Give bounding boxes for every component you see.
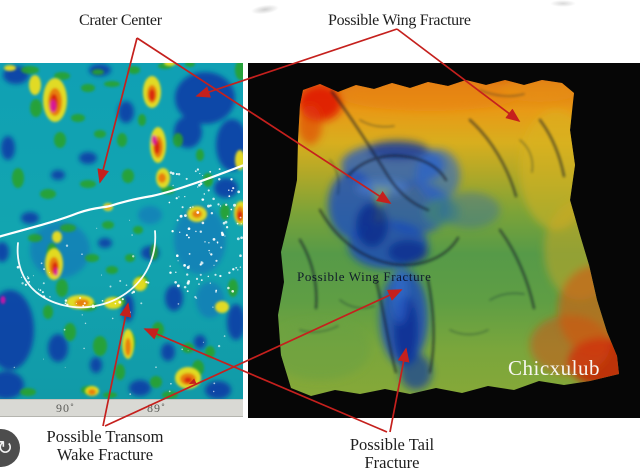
tail-fracture-label-line1: Possible Tail [349, 435, 435, 454]
gravity-map [0, 63, 243, 400]
tail-fracture-label-line2: Fracture [364, 453, 420, 472]
wing-fracture-label: Possible Wing Fracture [328, 12, 471, 29]
tick-90: 90˚ [56, 401, 75, 415]
reload-icon: ↻ [0, 437, 13, 459]
transom-wake-label-line1: Possible Transom [46, 427, 164, 446]
scan-smudge [250, 3, 280, 16]
chicxulub-label: Chicxulub [508, 356, 600, 380]
scan-smudge [550, 0, 576, 7]
tick-89: 89˚ [147, 401, 166, 415]
transom-wake-label-line2: Wake Fracture [56, 445, 154, 464]
longitude-axis-band: 90˚ 89˚ [0, 399, 243, 417]
inmap-wing-fracture-label: Possible Wing Fracture [297, 269, 432, 284]
transom-wake-label: Possible Transom Wake Fracture [30, 428, 180, 464]
cenote-ring-arc [16, 230, 157, 309]
circular-action-button[interactable]: ↻ [0, 429, 20, 467]
crater-center-label: Crater Center [79, 12, 162, 29]
tail-fracture-label: Possible Tail Fracture [317, 436, 467, 472]
